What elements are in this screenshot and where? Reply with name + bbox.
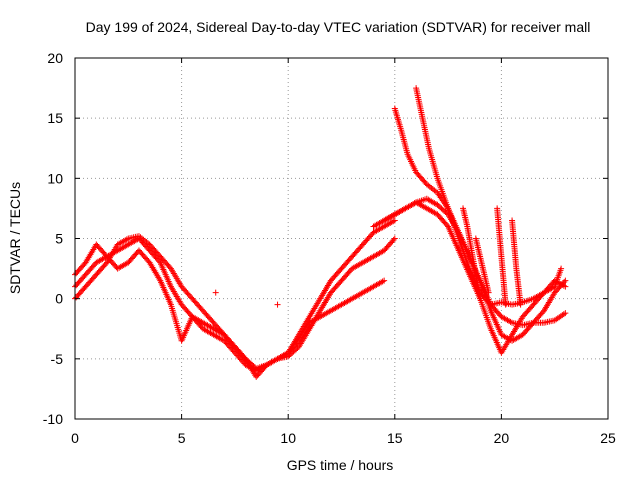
x-axis-label: GPS time / hours	[287, 457, 394, 473]
y-tick-label: -10	[43, 411, 63, 427]
x-tick-label: 0	[71, 430, 79, 446]
y-tick-label: 0	[55, 291, 63, 307]
series-isolated	[212, 289, 281, 308]
series-track-g	[413, 85, 565, 308]
plot-frame	[74, 57, 609, 420]
y-axis-label: SDTVAR / TECUs	[7, 182, 23, 294]
data-point	[562, 283, 569, 290]
series-spike-2	[472, 235, 492, 296]
data-point	[391, 217, 398, 224]
x-tick-label: 15	[387, 430, 403, 446]
series-track-b	[72, 233, 398, 372]
data-point	[390, 236, 397, 243]
y-tick-label: 20	[47, 50, 63, 66]
data-point	[443, 222, 450, 229]
series-track-a	[72, 217, 398, 374]
data-point	[422, 180, 429, 187]
data-marks	[72, 85, 569, 380]
data-point	[212, 289, 219, 296]
series-spike-4	[509, 217, 524, 308]
data-point	[562, 277, 569, 284]
x-tick-label: 5	[178, 430, 186, 446]
y-tick-label: 15	[47, 110, 63, 126]
data-point	[502, 301, 509, 308]
y-tick-label: 5	[55, 231, 63, 247]
series-track-c	[72, 241, 388, 380]
data-point	[486, 300, 493, 307]
grid	[75, 58, 608, 419]
data-point	[381, 277, 388, 284]
data-point	[562, 310, 569, 317]
x-tick-label: 20	[494, 430, 510, 446]
data-point	[156, 258, 163, 265]
x-tick-label: 25	[600, 430, 616, 446]
y-tick-label: -5	[51, 351, 64, 367]
series-spike-1	[460, 205, 484, 302]
x-tick-label: 10	[280, 430, 296, 446]
data-point	[391, 235, 398, 242]
y-tick-label: 10	[47, 170, 63, 186]
data-point	[274, 301, 281, 308]
series-spike-3	[494, 205, 509, 308]
data-point	[485, 289, 492, 296]
axis-ticks: 0 5 10 15 20 25 -10 -5 0 5 10 15 20	[43, 50, 616, 446]
chart-title: Day 199 of 2024, Sidereal Day-to-day VTE…	[86, 19, 591, 35]
data-point	[558, 265, 565, 272]
data-point	[477, 295, 484, 302]
data-point	[517, 301, 524, 308]
